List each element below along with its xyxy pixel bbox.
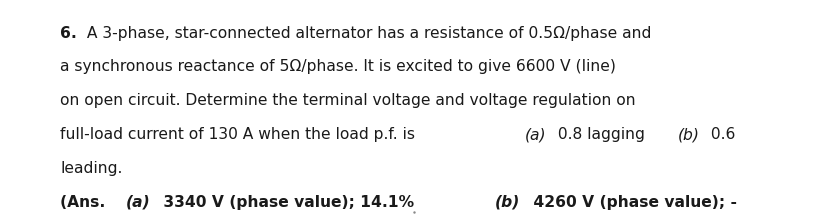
Text: (a): (a) bbox=[524, 127, 546, 142]
Text: full-load current of 130 A when the load p.f. is: full-load current of 130 A when the load… bbox=[60, 127, 420, 142]
Text: 0.6: 0.6 bbox=[705, 127, 734, 142]
Text: A 3-phase, star-connected alternator has a resistance of 0.5Ω/phase and: A 3-phase, star-connected alternator has… bbox=[82, 26, 651, 41]
Text: (a): (a) bbox=[126, 195, 151, 210]
Text: (b): (b) bbox=[676, 127, 699, 142]
Text: (Ans.: (Ans. bbox=[60, 195, 111, 210]
Text: leading.: leading. bbox=[60, 161, 122, 176]
Text: 3340 V (phase value); 14.1%: 3340 V (phase value); 14.1% bbox=[158, 195, 418, 210]
Text: 0.8 lagging: 0.8 lagging bbox=[552, 127, 648, 142]
Text: 4260 V (phase value); -: 4260 V (phase value); - bbox=[528, 195, 736, 210]
Text: on open circuit. Determine the terminal voltage and voltage regulation on: on open circuit. Determine the terminal … bbox=[60, 93, 635, 108]
Text: a synchronous reactance of 5Ω/phase. It is excited to give 6600 V (line): a synchronous reactance of 5Ω/phase. It … bbox=[60, 59, 615, 74]
Text: (b): (b) bbox=[495, 195, 520, 210]
Text: 6.: 6. bbox=[60, 26, 77, 41]
